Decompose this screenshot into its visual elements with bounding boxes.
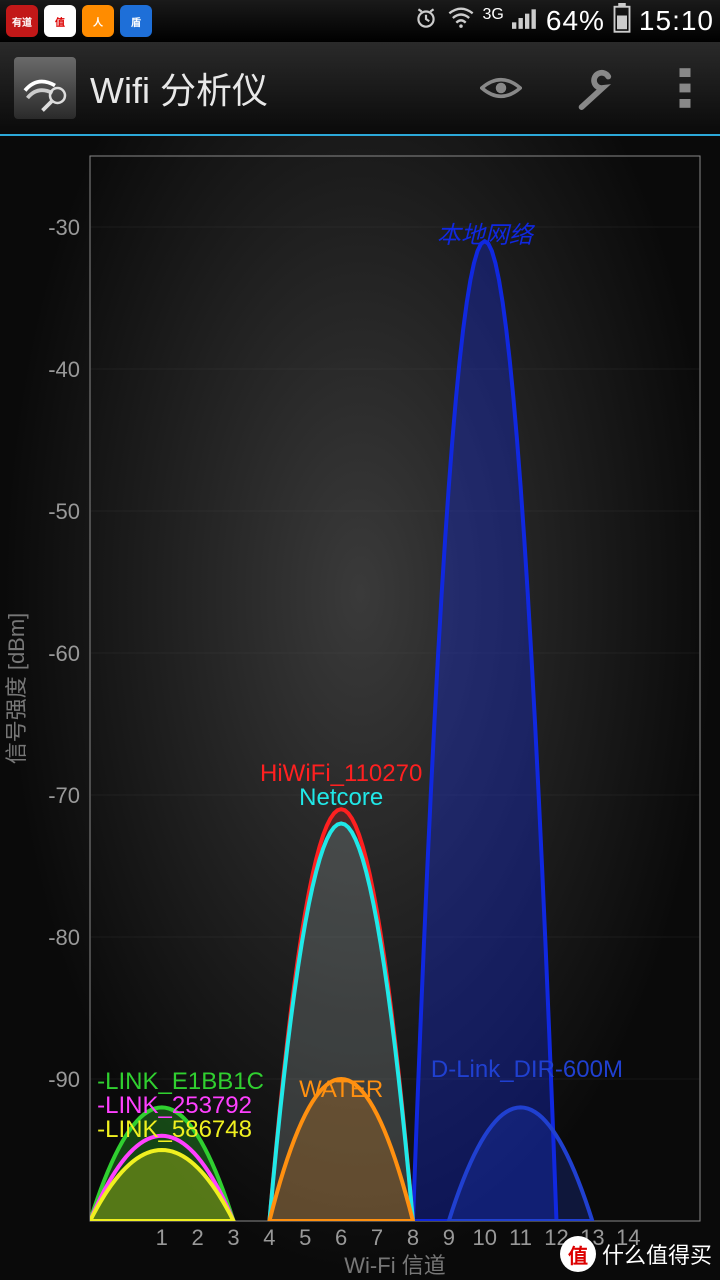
- svg-text:D-Link_DIR-600M: D-Link_DIR-600M: [431, 1056, 623, 1083]
- watermark: 值 什么值得买: [560, 1236, 712, 1272]
- network-type: 3G: [483, 6, 504, 24]
- svg-text:1: 1: [156, 1225, 168, 1250]
- battery-icon: [613, 3, 631, 39]
- svg-text:-LINK_253792: -LINK_253792: [97, 1092, 252, 1119]
- svg-text:2: 2: [192, 1225, 204, 1250]
- alarm-icon: [413, 5, 439, 37]
- svg-text:-60: -60: [48, 641, 80, 666]
- svg-text:HiWiFi_110270: HiWiFi_110270: [260, 760, 422, 787]
- app-title: Wifi 分析仪: [90, 62, 268, 114]
- notification-app-icon: 值: [44, 5, 76, 37]
- settings-wrench-icon[interactable]: [572, 67, 614, 109]
- svg-text:WATER: WATER: [299, 1076, 383, 1103]
- svg-text:10: 10: [472, 1225, 496, 1250]
- view-eye-icon[interactable]: [480, 67, 522, 109]
- svg-text:-30: -30: [48, 215, 80, 240]
- app-logo-icon: [14, 57, 76, 119]
- clock: 15:10: [639, 5, 714, 37]
- svg-text:信号强度 [dBm]: 信号强度 [dBm]: [4, 613, 29, 765]
- svg-text:-50: -50: [48, 499, 80, 524]
- wifi-channel-chart[interactable]: -30 -40 -50 -60 -70 -80 -90 信号强度 [dBm] 123456789…: [0, 136, 720, 1280]
- watermark-text: 什么值得买: [602, 1238, 712, 1270]
- svg-text:-70: -70: [48, 783, 80, 808]
- notification-app-icon: 人: [82, 5, 114, 37]
- status-system-icons: 3G 64% 15:10: [413, 3, 714, 39]
- svg-text:Netcore: Netcore: [299, 784, 383, 811]
- svg-text:-LINK_E1BB1C: -LINK_E1BB1C: [97, 1068, 264, 1095]
- svg-text:-90: -90: [48, 1067, 80, 1092]
- svg-text:11: 11: [509, 1225, 532, 1250]
- svg-text:4: 4: [263, 1225, 275, 1250]
- battery-percent: 64%: [546, 5, 605, 37]
- notification-app-icon: 有道: [6, 5, 38, 37]
- svg-text:5: 5: [299, 1225, 311, 1250]
- app-bar: Wifi 分析仪: [0, 42, 720, 134]
- svg-text:-LINK_586748: -LINK_586748: [97, 1116, 252, 1143]
- svg-text:-40: -40: [48, 357, 80, 382]
- svg-text:Wi-Fi 信道: Wi-Fi 信道: [344, 1253, 445, 1278]
- svg-text:9: 9: [443, 1225, 455, 1250]
- svg-text:6: 6: [335, 1225, 347, 1250]
- status-notification-icons: 有道值人盾: [6, 5, 152, 37]
- svg-text:8: 8: [407, 1225, 419, 1250]
- svg-text:7: 7: [371, 1225, 383, 1250]
- menu-overflow-icon[interactable]: [664, 67, 706, 109]
- notification-app-icon: 盾: [120, 5, 152, 37]
- wifi-icon: [447, 6, 475, 36]
- svg-text:本地网络: 本地网络: [437, 222, 536, 249]
- status-bar: 有道值人盾 3G 64% 15:10: [0, 0, 720, 42]
- watermark-badge-icon: 值: [560, 1236, 596, 1272]
- svg-text:3: 3: [227, 1225, 239, 1250]
- svg-text:-80: -80: [48, 925, 80, 950]
- signal-icon: [512, 7, 538, 35]
